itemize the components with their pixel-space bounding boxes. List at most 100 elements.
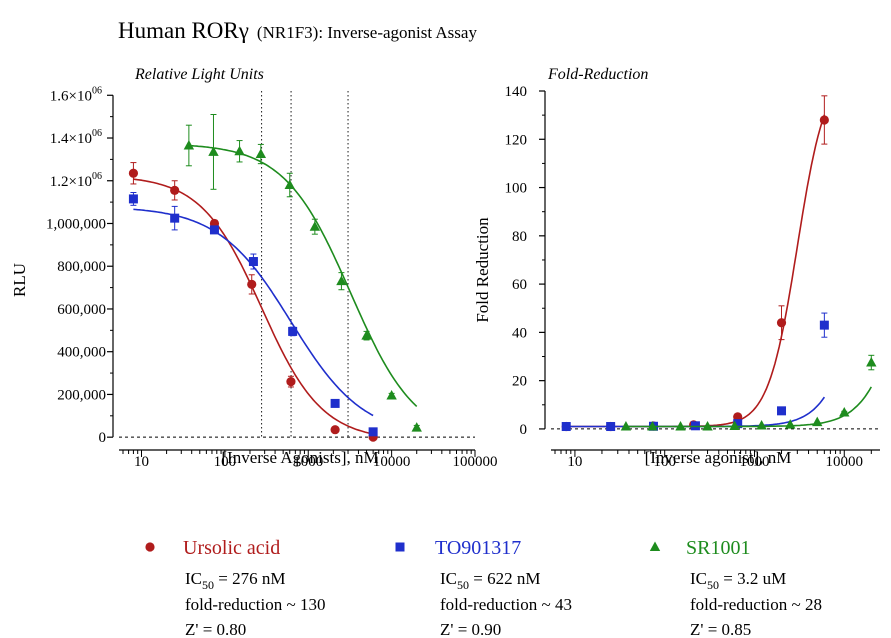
data-point — [170, 213, 180, 223]
chart-title: Human RORγ (NR1F3): Inverse-agonist Assa… — [118, 18, 477, 43]
x-tick-label: 100 — [653, 454, 676, 470]
legend-item-sr1001: SR1001 IC50 = 3.2 uM fold-reduction ~ 28 Z'… — [649, 537, 822, 638]
data-point — [729, 420, 740, 431]
ic50-value: = 622 nM — [469, 569, 540, 588]
y-tick-label: 1,000,000 — [46, 216, 106, 232]
y-tick-exponent: 06 — [92, 171, 102, 182]
data-point — [255, 148, 267, 159]
legend-fold: fold-reduction ~ 43 — [440, 595, 572, 614]
series-sr1001 — [620, 354, 877, 431]
ic50-subscript: 50 — [707, 578, 719, 592]
data-point — [606, 422, 616, 432]
data-point — [209, 225, 219, 235]
panel-title: Relative Light Units — [134, 66, 264, 83]
series-sr1001 — [183, 114, 422, 432]
data-point — [286, 377, 296, 387]
y-tick-label: 0 — [520, 422, 528, 438]
legend-item-to901317: TO901317 IC50 = 622 nM fold-reduction ~ 43… — [395, 537, 572, 638]
data-point — [647, 421, 658, 431]
legend-marker — [395, 542, 405, 552]
rlu-panel: Relative Light Units 0 200,000 400,000 600,0… — [10, 66, 498, 470]
data-point — [170, 185, 180, 195]
x-tick-label: 10000 — [826, 454, 864, 470]
data-point — [839, 407, 850, 417]
fit-curve — [133, 208, 374, 417]
y-tick-exponent: 06 — [92, 85, 102, 96]
data-point — [411, 422, 422, 432]
chart-title-sub: (NR1F3): Inverse-agonist Assay — [257, 23, 478, 42]
data-point — [368, 427, 378, 437]
legend-ic50: IC50 = 3.2 uM — [690, 569, 786, 592]
data-point — [620, 421, 632, 431]
x-tick-label: 100 — [214, 454, 237, 470]
data-point — [248, 257, 258, 267]
y-tick-label: 40 — [512, 325, 527, 341]
x-axis-label: [Inverse agonist], nM — [645, 448, 792, 467]
legend-fold: fold-reduction ~ 28 — [690, 595, 822, 614]
legend-marker — [145, 542, 155, 552]
series-ursolic — [128, 162, 378, 442]
legend-ic50: IC50 = 622 nM — [440, 569, 540, 592]
chart-title-main: Human RORγ — [118, 18, 249, 43]
panel-title: Fold-Reduction — [547, 66, 648, 83]
fit-curve — [188, 144, 418, 407]
legend-marker — [649, 541, 661, 551]
legend-item-ursolic: Ursolic acid IC50 = 276 nM fold-reduction … — [145, 537, 325, 638]
y-tick-label: 1.6×10 — [50, 88, 92, 104]
x-tick-label: 1000 — [293, 454, 323, 470]
ic50-prefix: IC — [185, 569, 202, 588]
y-tick-label: 100 — [505, 181, 528, 197]
data-point — [128, 168, 139, 178]
data-point — [776, 318, 787, 328]
data-point — [183, 139, 195, 150]
data-point — [336, 275, 347, 286]
data-point — [330, 398, 340, 408]
fit-curve — [566, 114, 826, 428]
data-point — [208, 146, 219, 156]
data-point — [819, 320, 829, 330]
data-point — [812, 416, 823, 427]
data-point — [288, 326, 298, 336]
x-tick-label: 10 — [134, 454, 149, 470]
y-tick-label: 120 — [505, 132, 528, 148]
data-point — [128, 194, 138, 204]
x-tick-label: 1000 — [739, 454, 769, 470]
y-tick-label: 800,000 — [57, 259, 106, 275]
data-point — [247, 279, 257, 289]
y-tick-label: 1.4×10 — [50, 131, 92, 147]
ic50-value: = 276 nM — [214, 569, 285, 588]
y-axis-label: RLU — [10, 263, 29, 297]
ic50-subscript: 50 — [202, 578, 214, 592]
data-point — [702, 421, 713, 431]
y-tick-label: 0 — [99, 430, 107, 446]
legend-z: Z' = 0.90 — [440, 620, 501, 638]
legend-name: Ursolic acid — [183, 537, 280, 559]
data-point — [819, 115, 829, 125]
legend-name: TO901317 — [435, 537, 521, 559]
fit-curve — [133, 178, 374, 435]
y-tick-label: 600,000 — [57, 302, 106, 318]
y-tick-label: 80 — [512, 229, 527, 245]
x-tick-label: 10000 — [373, 454, 411, 470]
data-point — [284, 179, 295, 190]
data-point — [386, 390, 397, 400]
fit-curve — [625, 386, 872, 428]
y-tick-exponent: 06 — [92, 128, 102, 139]
data-point — [309, 221, 321, 231]
ic50-subscript: 50 — [457, 578, 469, 592]
series-ursolic — [561, 95, 829, 432]
data-point — [330, 425, 340, 435]
series-to901317 — [561, 312, 829, 432]
y-tick-label: 140 — [505, 84, 528, 100]
y-tick-label: 20 — [512, 374, 527, 390]
data-point — [866, 357, 877, 367]
data-point — [234, 145, 245, 156]
legend-z: Z' = 0.80 — [185, 620, 246, 638]
data-point — [675, 421, 686, 431]
y-tick-label: 1.2×10 — [50, 174, 92, 190]
data-point — [785, 419, 796, 429]
y-tick-label: 200,000 — [57, 387, 106, 403]
legend-name: SR1001 — [686, 537, 750, 559]
ic50-prefix: IC — [690, 569, 707, 588]
